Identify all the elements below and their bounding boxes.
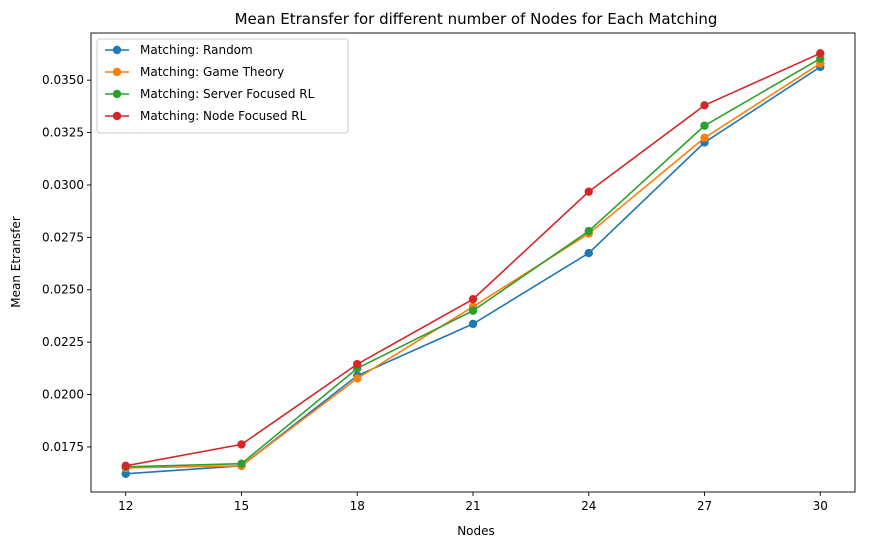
legend-swatch-marker <box>112 111 122 121</box>
y-tick-label: 0.0325 <box>42 126 84 140</box>
y-tick-label: 0.0225 <box>42 335 84 349</box>
data-point <box>700 121 709 130</box>
data-point <box>584 226 593 236</box>
data-point <box>584 187 593 196</box>
x-tick-label: 18 <box>350 499 365 513</box>
data-point <box>584 248 593 258</box>
series-layer <box>121 49 825 478</box>
series-4 <box>121 49 825 471</box>
legend-label: Matching: Node Focused RL <box>140 109 307 123</box>
legend-item: Matching: Game Theory <box>105 65 284 79</box>
legend-label: Matching: Game Theory <box>140 65 284 79</box>
y-tick-label: 0.0250 <box>42 283 84 297</box>
data-point <box>700 101 709 110</box>
y-tick-label: 0.0275 <box>42 230 84 244</box>
legend-swatch-marker <box>112 67 122 77</box>
data-point <box>468 306 478 315</box>
x-tick-label: 30 <box>813 499 828 513</box>
legend-swatch-marker <box>112 45 122 55</box>
x-tick-label: 21 <box>465 499 480 513</box>
y-axis: 0.0175 0.0200 0.0225 0.0250 0.0275 0.0300 0.03… <box>42 73 91 454</box>
data-point <box>816 49 825 58</box>
x-tick-label: 24 <box>581 499 596 513</box>
x-tick-label: 27 <box>697 499 712 513</box>
legend-box <box>96 38 349 134</box>
legend-item: Matching: Random <box>105 43 253 57</box>
data-point <box>121 461 130 471</box>
legend: Matching: Random Matching: Game Theory Mat… <box>96 38 349 134</box>
data-point <box>468 319 478 329</box>
data-point <box>468 294 478 304</box>
y-tick-label: 0.0200 <box>42 388 84 402</box>
y-tick-label: 0.0175 <box>42 440 84 454</box>
legend-swatch-marker <box>112 89 122 99</box>
legend-label: Matching: Server Focused RL <box>140 87 315 101</box>
data-point <box>121 469 130 478</box>
data-point <box>353 359 362 369</box>
y-tick-label: 0.0300 <box>42 178 84 192</box>
y-tick-label: 0.0350 <box>42 73 84 87</box>
y-axis-label: Mean Etransfer <box>9 216 23 308</box>
legend-label: Matching: Random <box>140 43 253 57</box>
x-tick-label: 15 <box>234 499 249 513</box>
data-point <box>700 133 709 142</box>
legend-item: Matching: Node Focused RL <box>105 109 307 123</box>
legend-item: Matching: Server Focused RL <box>105 87 315 101</box>
data-point <box>353 374 362 383</box>
chart-title: Mean Etransfer for different number of N… <box>235 10 718 28</box>
data-point <box>237 459 246 468</box>
data-point <box>237 440 246 449</box>
x-axis: 12 15 18 21 24 27 30 <box>118 492 828 513</box>
x-axis-label: Nodes <box>457 524 495 538</box>
x-tick-label: 12 <box>118 499 133 513</box>
